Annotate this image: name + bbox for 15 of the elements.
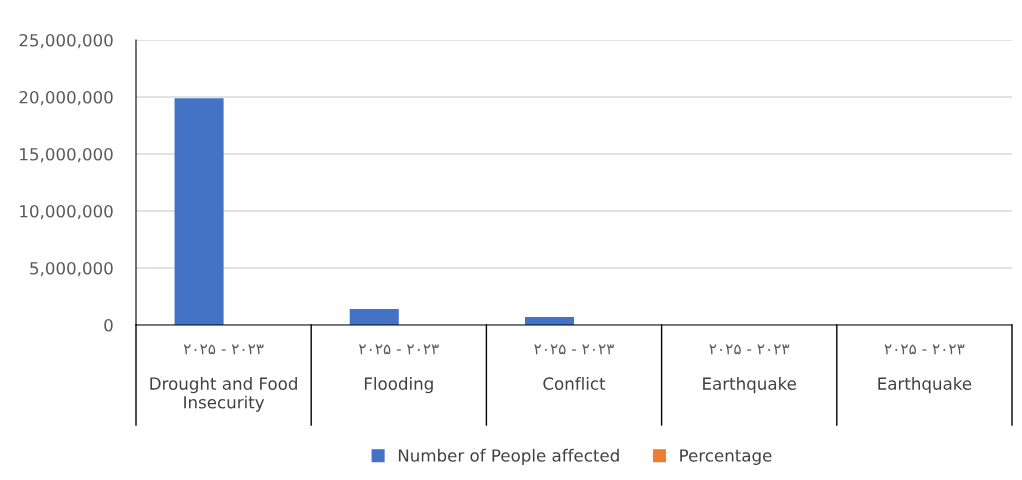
y-tick-label: 10,000,000 — [20, 204, 113, 220]
category-label: ۲۰۲۵ - ۲۰۲۳ Conflict — [534, 344, 614, 390]
legend-label: Number of People affected — [398, 448, 619, 465]
category-label: ۲۰۲۵ - ۲۰۲۳ Flooding — [358, 344, 439, 394]
y-tick-label: 25,000,000 — [19, 33, 113, 49]
bar — [349, 309, 399, 325]
bar — [174, 98, 224, 325]
y-tick-label: 15,000,000 — [20, 147, 113, 163]
y-tick-label: 0 — [104, 318, 113, 332]
y-tick-label: 5,000,000 — [30, 261, 113, 277]
category-label: ۲۰۲۵ - ۲۰۲۳ Earthquake — [703, 344, 796, 394]
category-label: ۲۰۲۵ - ۲۰۲۳ Drought and Food Insecurity — [150, 344, 297, 412]
category-label: ۲۰۲۵ - ۲۰۲۳ Earthquake — [878, 344, 972, 394]
legend-label: Percentage — [680, 449, 772, 465]
y-tick-label: 20,000,000 — [19, 90, 113, 106]
